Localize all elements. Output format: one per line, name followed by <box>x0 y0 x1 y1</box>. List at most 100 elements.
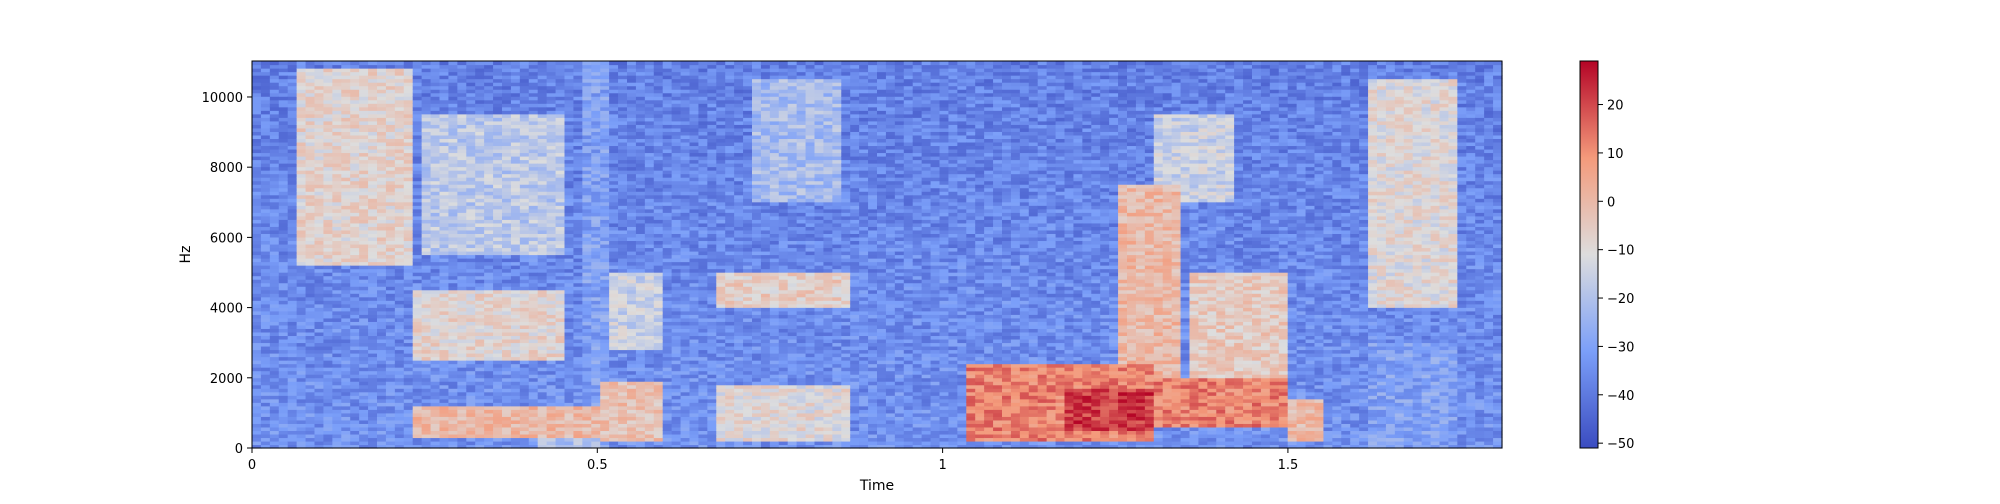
heatmap-cell <box>627 138 637 143</box>
heatmap-cell <box>600 381 610 386</box>
heatmap-cell <box>600 236 610 242</box>
heatmap-cell <box>412 423 423 428</box>
heatmap-cell <box>475 307 485 312</box>
heatmap-cell <box>564 205 575 210</box>
heatmap-cell <box>421 384 432 389</box>
heatmap-cell <box>269 377 280 382</box>
heatmap-cell <box>510 89 521 94</box>
heatmap-cell <box>519 426 530 432</box>
heatmap-cell <box>635 377 646 382</box>
heatmap-cell <box>359 293 369 298</box>
heatmap-cell <box>466 201 476 206</box>
heatmap-cell <box>564 433 575 439</box>
heatmap-cell <box>609 187 619 192</box>
heatmap-cell <box>519 437 530 442</box>
heatmap-cell <box>493 363 503 368</box>
heatmap-cell <box>537 353 548 358</box>
heatmap-cell <box>278 416 289 421</box>
heatmap-cell <box>519 78 530 83</box>
heatmap-cell <box>323 138 333 143</box>
heatmap-cell <box>341 409 351 414</box>
heatmap-cell <box>448 377 458 382</box>
heatmap-cell <box>528 430 539 435</box>
heatmap-cell <box>627 173 637 178</box>
heatmap-cell <box>305 444 316 449</box>
heatmap-cell <box>252 191 262 196</box>
heatmap-cell <box>296 141 307 147</box>
heatmap-cell <box>377 205 387 210</box>
heatmap-cell <box>359 250 369 256</box>
heatmap-cell <box>403 363 414 368</box>
heatmap-cell <box>377 409 387 414</box>
heatmap-cell <box>296 148 307 154</box>
heatmap-cell <box>591 300 601 305</box>
heatmap-cell <box>555 412 566 417</box>
heatmap-cell <box>341 124 351 129</box>
heatmap-cell <box>555 409 566 414</box>
heatmap-cell <box>269 324 280 329</box>
heatmap-cell <box>475 296 485 301</box>
heatmap-cell <box>519 363 530 368</box>
heatmap-cell <box>296 163 307 168</box>
heatmap-cell <box>475 236 485 242</box>
heatmap-cell <box>314 342 325 347</box>
heatmap-cell <box>635 243 646 249</box>
heatmap-cell <box>591 335 601 340</box>
heatmap-cell <box>528 106 539 111</box>
heatmap-cell <box>421 120 432 125</box>
heatmap-cell <box>359 113 369 118</box>
heatmap-cell <box>448 159 458 164</box>
heatmap-cell <box>314 289 325 294</box>
heatmap-cell <box>430 258 441 263</box>
heatmap-cell <box>591 219 601 224</box>
heatmap-cell <box>591 99 601 104</box>
heatmap-cell <box>421 103 432 108</box>
heatmap-cell <box>359 398 369 403</box>
heatmap-cell <box>493 124 503 129</box>
heatmap-cell <box>377 131 387 136</box>
heatmap-cell <box>323 360 333 365</box>
heatmap-cell <box>457 85 467 90</box>
heatmap-cell <box>627 356 637 361</box>
heatmap-cell <box>635 338 646 344</box>
heatmap-cell <box>287 430 298 435</box>
heatmap-cell <box>260 272 271 277</box>
heatmap-cell <box>653 419 664 424</box>
heatmap-cell <box>421 275 432 280</box>
heatmap-cell <box>269 106 280 111</box>
heatmap-cell <box>368 64 378 69</box>
heatmap-cell <box>466 134 476 139</box>
heatmap-cell <box>323 229 333 234</box>
heatmap-cell <box>502 233 512 238</box>
heatmap-cell <box>519 360 530 365</box>
heatmap-cell <box>484 423 494 428</box>
heatmap-cell <box>475 152 485 157</box>
heatmap-cell <box>502 106 512 111</box>
heatmap-cell <box>332 321 342 326</box>
heatmap-cell <box>519 173 530 178</box>
heatmap-cell <box>528 208 539 213</box>
heatmap-cell <box>412 92 423 97</box>
heatmap-cell <box>368 391 378 396</box>
heatmap-cell <box>582 233 592 238</box>
heatmap-cell <box>618 152 628 157</box>
heatmap-cell <box>377 335 387 340</box>
heatmap-cell <box>252 233 262 238</box>
heatmap-cell <box>323 275 333 280</box>
heatmap-cell <box>653 412 664 417</box>
heatmap-cell <box>546 345 557 351</box>
heatmap-cell <box>385 247 396 252</box>
heatmap-cell <box>510 75 521 80</box>
heatmap-cell <box>377 170 387 175</box>
heatmap-cell <box>582 208 592 213</box>
heatmap-cell <box>546 184 557 189</box>
heatmap-cell <box>618 381 628 386</box>
heatmap-cell <box>546 398 557 403</box>
heatmap-cell <box>287 240 298 245</box>
heatmap-cell <box>627 416 637 421</box>
heatmap-cell <box>627 201 637 206</box>
heatmap-cell <box>537 117 548 122</box>
heatmap-cell <box>537 85 548 90</box>
heatmap-cell <box>377 138 387 143</box>
heatmap-cell <box>332 402 342 407</box>
